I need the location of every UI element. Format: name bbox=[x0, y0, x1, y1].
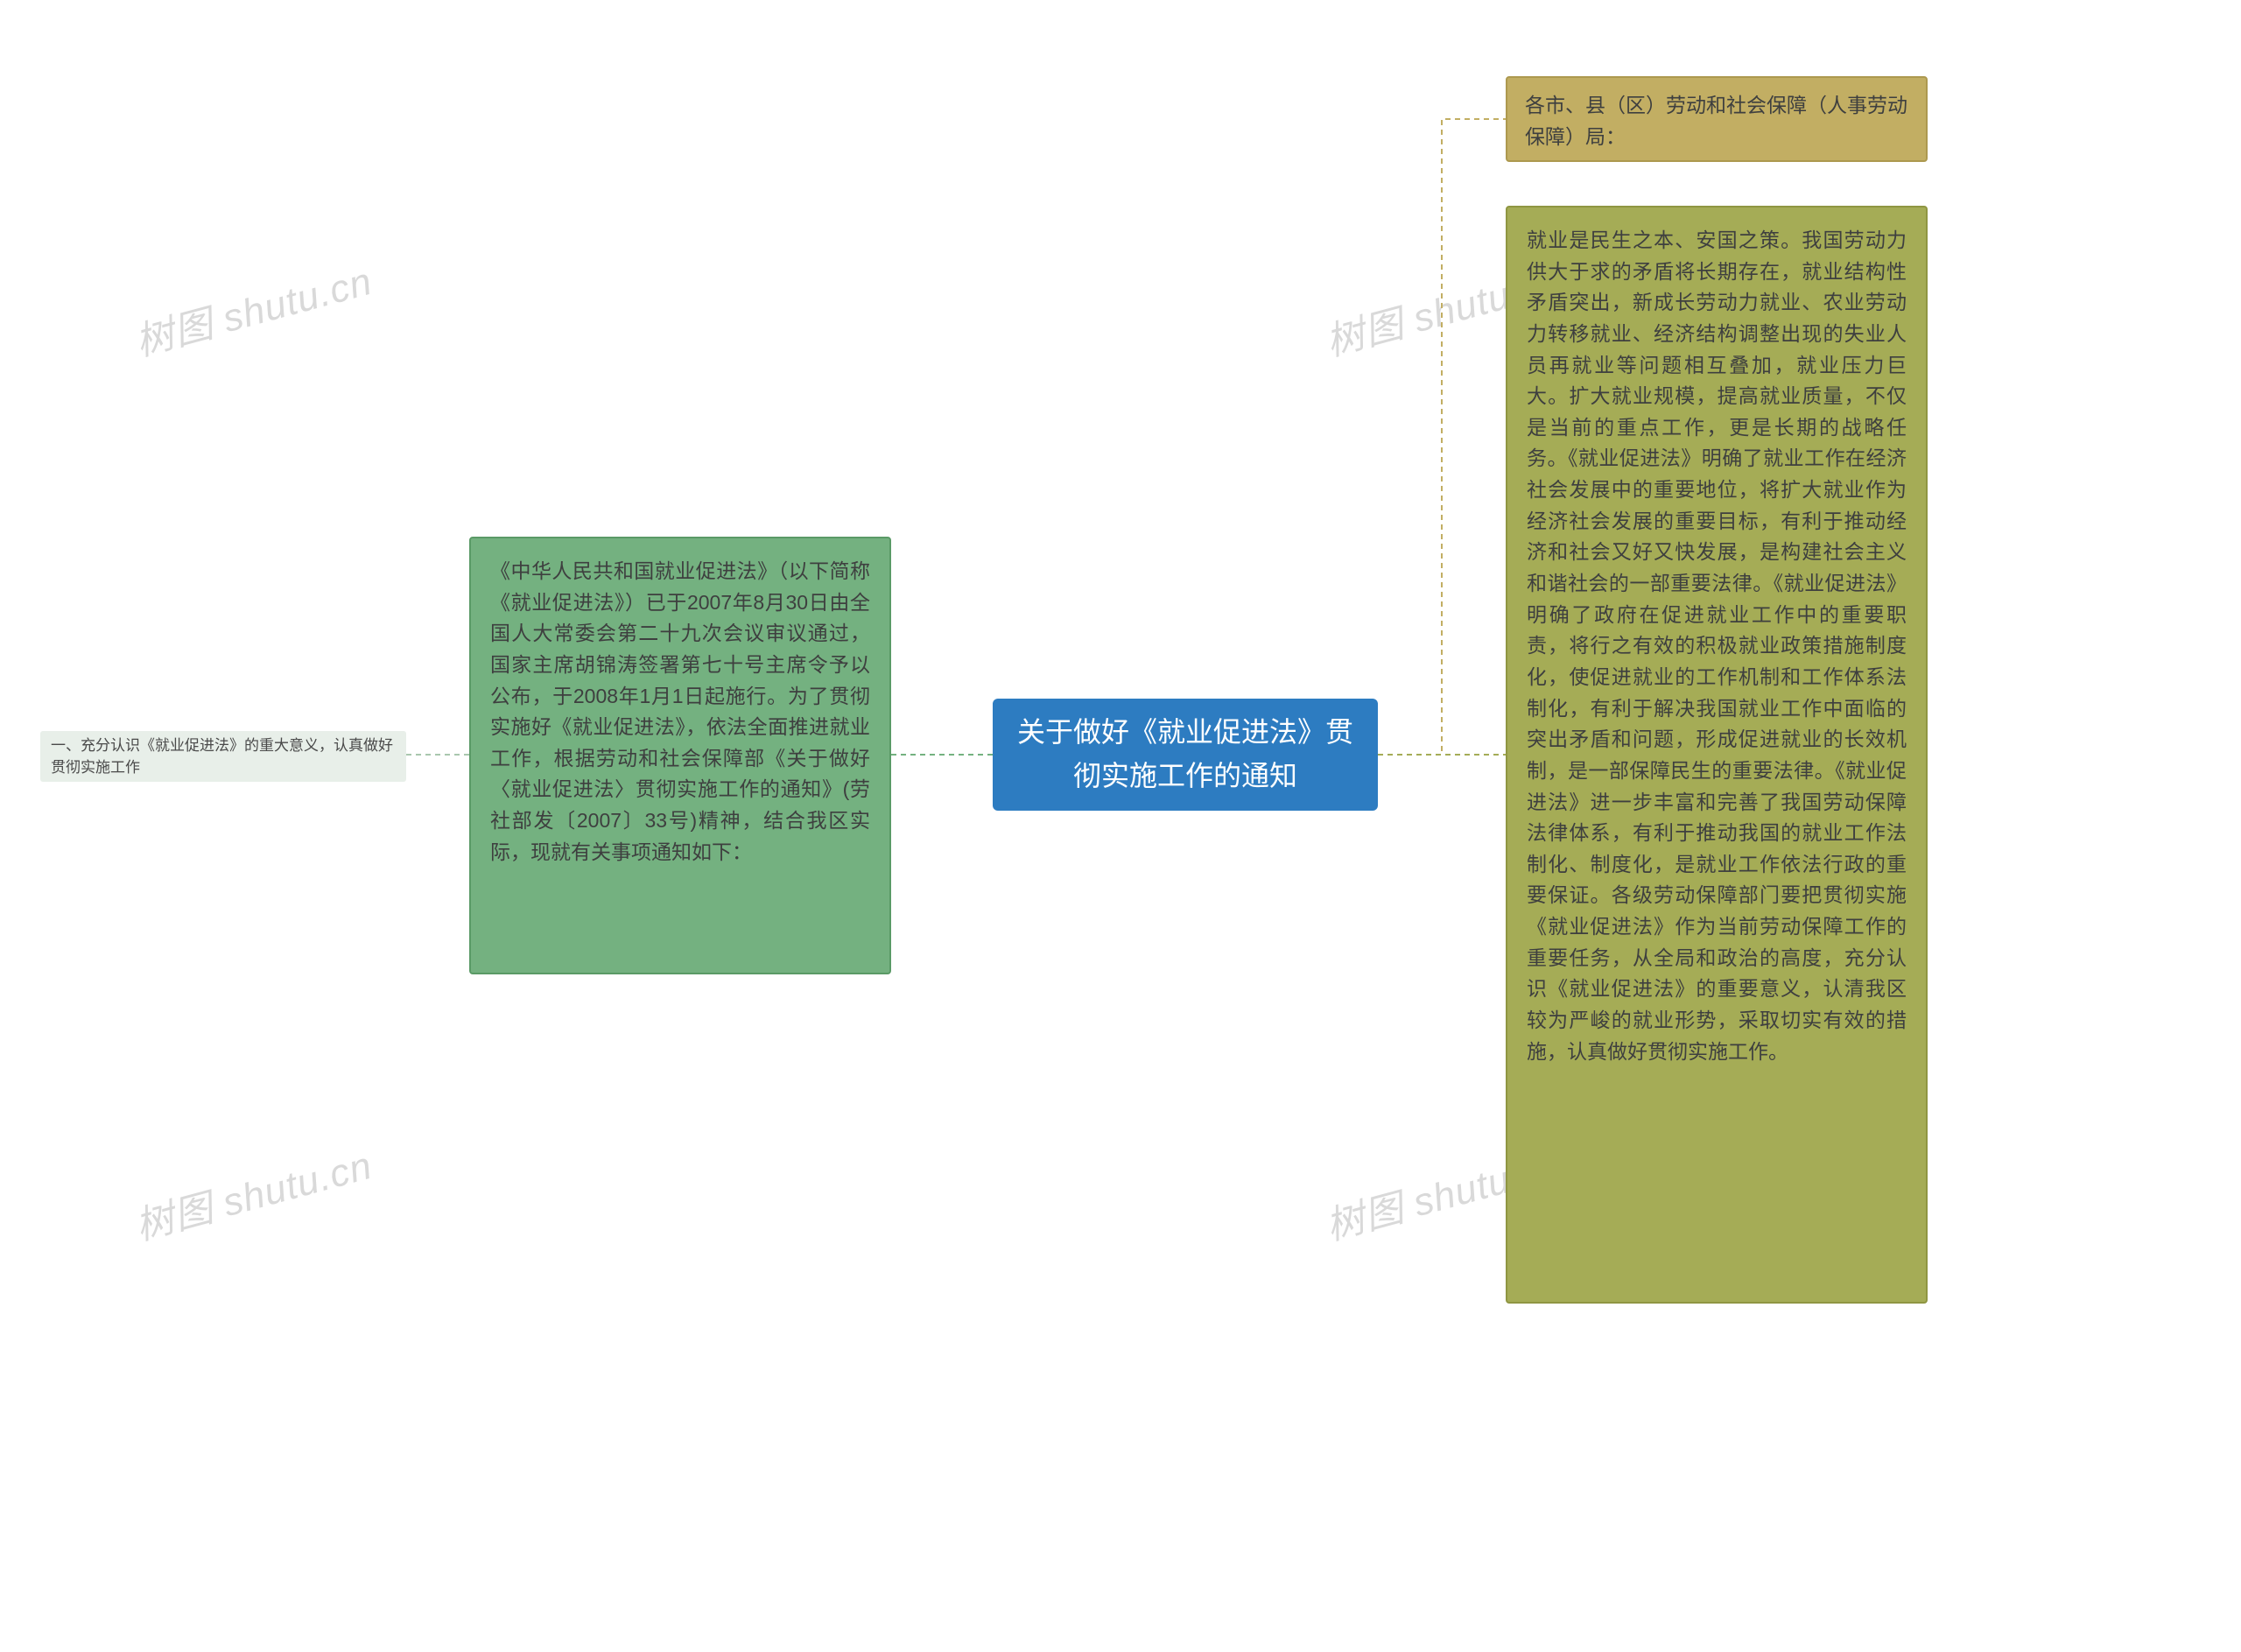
root-node[interactable]: 关于做好《就业促进法》贯彻实施工作的通知 bbox=[993, 699, 1378, 811]
edge-root-to-left-main bbox=[891, 748, 993, 762]
right-top-node-label: 各市、县（区）劳动和社会保障（人事劳动保障）局： bbox=[1525, 94, 1907, 148]
left-main-node[interactable]: 《中华人民共和国就业促进法》（以下简称《就业促进法》）已于2007年8月30日由… bbox=[469, 537, 891, 974]
left-leaf-node[interactable]: 一、充分认识《就业促进法》的重大意义，认真做好贯彻实施工作 bbox=[40, 731, 406, 782]
left-leaf-node-label: 一、充分认识《就业促进法》的重大意义，认真做好贯彻实施工作 bbox=[51, 735, 396, 779]
right-main-node-label: 就业是民生之本、安国之策。我国劳动力供大于求的矛盾将长期存在，就业结构性矛盾突出… bbox=[1527, 228, 1907, 1063]
edge-leftmain-to-leftleaf bbox=[406, 748, 469, 762]
root-node-label: 关于做好《就业促进法》贯彻实施工作的通知 bbox=[1017, 711, 1353, 798]
edge-root-to-right-main bbox=[1378, 749, 1506, 763]
watermark: 树图 shutu.cn bbox=[128, 1134, 377, 1251]
watermark: 树图 shutu.cn bbox=[128, 250, 377, 367]
right-main-node[interactable]: 就业是民生之本、安国之策。我国劳动力供大于求的矛盾将长期存在，就业结构性矛盾突出… bbox=[1506, 206, 1928, 1304]
edge-root-to-right-top bbox=[1378, 112, 1506, 760]
right-top-node[interactable]: 各市、县（区）劳动和社会保障（人事劳动保障）局： bbox=[1506, 76, 1928, 162]
left-main-node-label: 《中华人民共和国就业促进法》（以下简称《就业促进法》）已于2007年8月30日由… bbox=[490, 559, 870, 863]
